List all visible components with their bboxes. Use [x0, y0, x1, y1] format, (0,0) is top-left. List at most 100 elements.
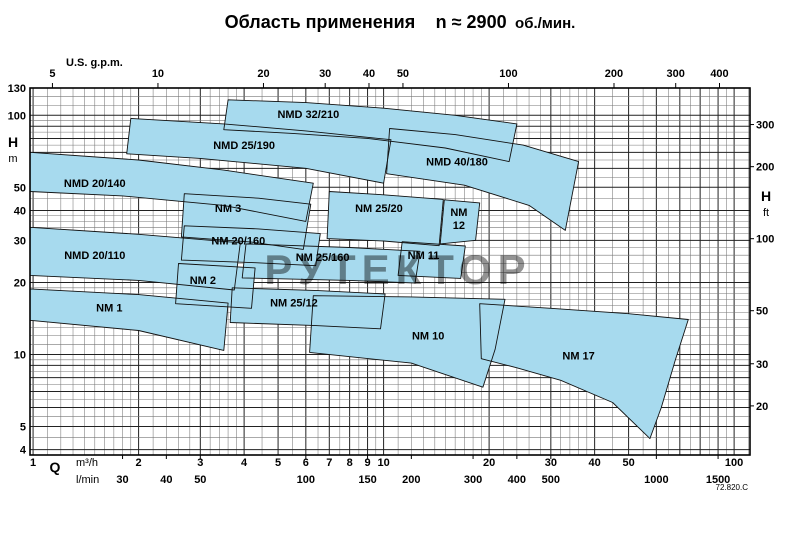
chart-title-speed-unit: об./мин.: [515, 15, 576, 32]
axis-tick-label: 300: [756, 120, 774, 132]
top-axis-unit-label: U.S. g.p.m.: [66, 57, 123, 69]
region-nm-10: [309, 295, 505, 388]
axis-tick-label: 30: [14, 235, 26, 247]
region-nmd-40-180: [386, 128, 579, 231]
region-label-nm-12: 12: [453, 220, 465, 232]
right-axis-unit: ft: [763, 207, 769, 219]
top-axis: U.S. g.p.m. 5 10 20 30 40 50 100 200 300 400: [49, 57, 729, 88]
axis-tick-label: 100: [8, 110, 26, 122]
region-label-nmd-32-210: NMD 32/210: [277, 109, 339, 121]
axis-tick-label: 100: [499, 68, 517, 80]
axis-tick-label: 300: [667, 68, 685, 80]
region-outline-nm-2: [175, 263, 256, 309]
axis-tick-label: 150: [358, 474, 376, 486]
axis-tick-label: 9: [364, 457, 370, 469]
axis-tick-label: 100: [725, 457, 743, 469]
region-outline-nmd-20-140: [29, 151, 314, 222]
axis-tick-label: 30: [545, 457, 557, 469]
axis-tick-label: 30: [116, 474, 128, 486]
bottom-axis-symbol: Q: [50, 459, 61, 475]
region-outline-nm-20-160: [180, 225, 321, 267]
axis-tick-label: 40: [363, 68, 375, 80]
region-outline-nm-10: [309, 295, 506, 388]
axis-tick-label: 40: [14, 205, 26, 217]
region-label-nm-1: NM 1: [96, 303, 122, 315]
chart-title-speed: n ≈ 2900: [435, 12, 507, 32]
axis-tick-label: 10: [377, 457, 389, 469]
axis-tick-label: 20: [483, 457, 495, 469]
region-outline-nm-12: [439, 199, 481, 245]
region-nm-17: [479, 303, 689, 439]
pump-region-outlines: [29, 99, 689, 440]
region-label-nm-11: NM 11: [408, 250, 440, 262]
bottom-axis-unit-lmin: l/min: [76, 474, 99, 486]
region-nmd-25-190: [126, 118, 391, 184]
axis-tick-label: 1: [30, 457, 36, 469]
axis-tick-label: 4: [20, 445, 27, 457]
axis-tick-label: 200: [402, 474, 420, 486]
axis-tick-label: 1500: [706, 474, 730, 486]
region-outline-nm-25-12: [229, 287, 386, 330]
axis-tick-label: 400: [508, 474, 526, 486]
axis-tick-label: 40: [589, 457, 601, 469]
right-axis: 300 200 100 50 30 20 Hft: [750, 120, 774, 413]
axis-tick-label: 50: [14, 182, 26, 194]
axis-tick-label: 7: [326, 457, 332, 469]
left-axis: 130 100 50 40 30 20 10 5 4 Hm: [8, 83, 27, 457]
axis-tick-label: 30: [756, 359, 768, 371]
region-label-nm-25-160: NM 25/160: [296, 252, 350, 264]
region-label-nm-10: NM 10: [412, 331, 444, 343]
region-label-nm-25-12: NM 25/12: [270, 297, 318, 309]
axis-tick-label: 3: [197, 457, 203, 469]
region-label-nmd-25-190: NMD 25/190: [213, 140, 275, 152]
axis-tick-label: 100: [297, 474, 315, 486]
region-label-nmd-20-110: NMD 20/110: [64, 250, 125, 262]
axis-tick-label: 30: [319, 68, 331, 80]
axis-tick-label: 300: [464, 474, 482, 486]
region-nm-25-160: [242, 243, 420, 283]
axis-tick-label: 10: [152, 68, 164, 80]
region-outline-nm-25-160: [241, 243, 421, 284]
left-axis-symbol: H: [8, 134, 18, 150]
axis-tick-label: 100: [756, 234, 774, 246]
chart-title-text: Область применения: [224, 12, 416, 32]
doc-ref: 72.820.C: [716, 483, 749, 492]
axis-tick-label: 20: [14, 277, 26, 289]
right-axis-symbol: H: [761, 188, 771, 204]
pump-region-labels: NMD 32/210 NMD 25/190 NMD 40/180 NMD 20/140…: [64, 109, 595, 362]
axis-tick-label: 10: [14, 349, 26, 361]
axis-tick-label: 5: [20, 421, 26, 433]
axis-tick-label: 50: [194, 474, 206, 486]
plot-border: [29, 87, 751, 456]
axis-tick-label: 4: [241, 457, 248, 469]
axis-tick-label: 5: [49, 68, 55, 80]
axis-tick-label: 40: [160, 474, 172, 486]
region-label-nm-2: NM 2: [190, 275, 216, 287]
axis-tick-label: 200: [756, 162, 774, 174]
axis-tick-label: 200: [605, 68, 623, 80]
axis-tick-label: 6: [303, 457, 309, 469]
chart-title: Область применения n ≈ 2900 об./мин.: [0, 12, 800, 33]
region-outline-nm-3: [180, 193, 312, 250]
region-outline-nmd-32-210: [223, 99, 518, 163]
axis-tick-label: 500: [542, 474, 560, 486]
axis-tick-label: 20: [756, 401, 768, 413]
axis-tick-label: 5: [275, 457, 281, 469]
region-outline-nm-11: [397, 241, 466, 279]
region-nm-25-20: [327, 191, 444, 246]
axis-tick-label: 50: [756, 306, 768, 318]
region-nm-12: [440, 199, 480, 244]
bottom-axis-unit-m3h: m³/h: [76, 457, 98, 469]
axis-tick-label: 8: [347, 457, 353, 469]
region-label-nm-25-20: NM 25/20: [355, 203, 403, 215]
region-outline-nmd-25-190: [126, 117, 392, 184]
region-label-nmd-40-180: NMD 40/180: [426, 157, 488, 169]
axis-tick-label: 2: [136, 457, 142, 469]
region-label-nm-17: NM 17: [562, 351, 594, 363]
region-outline-nm-25-20: [326, 191, 444, 247]
watermark-text: РУТЕКТОР: [264, 246, 531, 293]
axis-tick-label: 130: [8, 83, 26, 95]
